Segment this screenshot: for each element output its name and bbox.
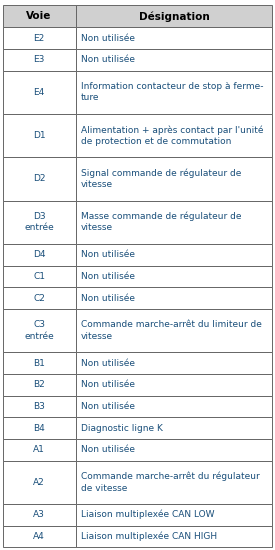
Text: D1: D1 — [33, 131, 45, 140]
Text: D2: D2 — [33, 174, 45, 183]
Bar — [3, 70, 76, 114]
Text: Non utilisée: Non utilisée — [81, 359, 135, 367]
Bar — [3, 49, 76, 70]
Text: Commande marche-arrêt du limiteur de
vitesse: Commande marche-arrêt du limiteur de vit… — [81, 321, 262, 340]
Text: Non utilisée: Non utilisée — [81, 55, 135, 64]
Text: Non utilisée: Non utilisée — [81, 446, 135, 454]
Text: Non utilisée: Non utilisée — [81, 34, 135, 42]
Text: A4: A4 — [33, 532, 45, 541]
Bar — [76, 27, 272, 49]
Text: Masse commande de régulateur de
vitesse: Masse commande de régulateur de vitesse — [81, 212, 241, 233]
Text: A3: A3 — [33, 510, 45, 519]
Text: C2: C2 — [33, 294, 45, 302]
Bar — [76, 287, 272, 309]
Bar — [76, 201, 272, 244]
Bar — [3, 395, 76, 417]
Text: A2: A2 — [33, 478, 45, 487]
Text: D4: D4 — [33, 250, 45, 259]
Text: Non utilisée: Non utilisée — [81, 294, 135, 302]
Bar — [3, 201, 76, 244]
Text: Non utilisée: Non utilisée — [81, 402, 135, 411]
Bar — [3, 309, 76, 352]
Bar — [3, 460, 76, 504]
Text: E2: E2 — [34, 34, 45, 42]
Bar — [76, 49, 272, 70]
Text: A1: A1 — [33, 446, 45, 454]
Bar — [76, 504, 272, 526]
Text: Non utilisée: Non utilisée — [81, 272, 135, 281]
Bar — [3, 352, 76, 374]
Bar — [3, 287, 76, 309]
Text: Information contacteur de stop à ferme-
ture: Information contacteur de stop à ferme- … — [81, 82, 263, 102]
Bar — [3, 266, 76, 287]
Text: Signal commande de régulateur de
vitesse: Signal commande de régulateur de vitesse — [81, 168, 241, 189]
Bar — [76, 114, 272, 157]
Text: Liaison multiplexée CAN LOW: Liaison multiplexée CAN LOW — [81, 510, 214, 520]
Bar — [3, 27, 76, 49]
Bar — [76, 309, 272, 352]
Text: B2: B2 — [33, 380, 45, 389]
Bar — [76, 70, 272, 114]
Bar — [3, 157, 76, 201]
Text: B1: B1 — [33, 359, 45, 367]
Text: E4: E4 — [34, 87, 45, 97]
Text: C3
entrée: C3 entrée — [24, 321, 54, 340]
Text: Alimentation + après contact par l'unité
de protection et de commutation: Alimentation + après contact par l'unité… — [81, 125, 263, 146]
Bar — [76, 352, 272, 374]
Bar — [3, 504, 76, 526]
Text: B4: B4 — [33, 424, 45, 432]
Bar — [76, 526, 272, 547]
Bar — [76, 439, 272, 460]
Text: E3: E3 — [34, 55, 45, 64]
Bar — [3, 374, 76, 395]
Bar — [76, 395, 272, 417]
Bar — [76, 460, 272, 504]
Bar — [76, 6, 272, 27]
Text: C1: C1 — [33, 272, 45, 281]
Bar — [76, 266, 272, 287]
Bar — [76, 244, 272, 266]
Bar — [3, 114, 76, 157]
Bar — [76, 374, 272, 395]
Bar — [76, 157, 272, 201]
Text: Commande marche-arrêt du régulateur
de vitesse: Commande marche-arrêt du régulateur de v… — [81, 472, 260, 493]
Text: Non utilisée: Non utilisée — [81, 380, 135, 389]
Text: D3
entrée: D3 entrée — [24, 212, 54, 232]
Bar — [3, 417, 76, 439]
Text: Non utilisée: Non utilisée — [81, 250, 135, 259]
Bar — [3, 439, 76, 460]
Text: B3: B3 — [33, 402, 45, 411]
Bar — [3, 6, 76, 27]
Text: Diagnostic ligne K: Diagnostic ligne K — [81, 424, 163, 432]
Text: Voie: Voie — [26, 12, 52, 21]
Bar — [76, 417, 272, 439]
Bar — [3, 526, 76, 547]
Text: Désignation: Désignation — [139, 11, 209, 21]
Text: Liaison multiplexée CAN HIGH: Liaison multiplexée CAN HIGH — [81, 532, 217, 541]
Bar — [3, 244, 76, 266]
